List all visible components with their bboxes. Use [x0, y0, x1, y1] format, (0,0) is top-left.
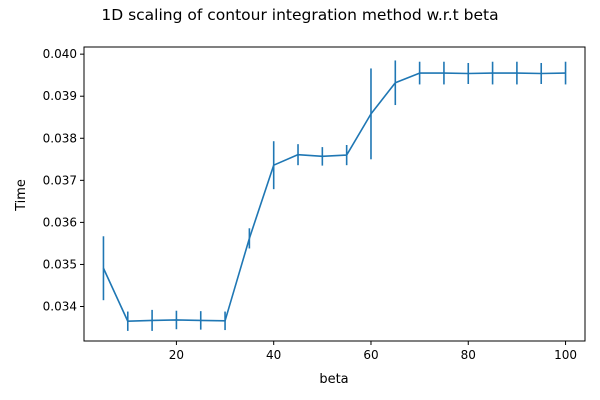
y-tick-label: 0.039	[43, 89, 77, 103]
y-tick-label: 0.038	[43, 131, 77, 145]
plot-frame	[83, 46, 586, 342]
y-tick-label: 0.040	[43, 47, 77, 61]
chart-title: 1D scaling of contour integration method…	[101, 6, 499, 24]
y-tick-label: 0.035	[43, 257, 77, 271]
x-tick-label: 80	[461, 348, 476, 362]
x-tick-label: 40	[266, 348, 281, 362]
y-tick-label: 0.034	[43, 300, 77, 314]
y-tick-label: 0.037	[43, 173, 77, 187]
x-tick-label: 20	[169, 348, 184, 362]
x-axis-label: beta	[319, 372, 348, 387]
x-tick-label: 60	[363, 348, 378, 362]
y-axis-label: Time	[14, 179, 29, 212]
y-tick-label: 0.036	[43, 215, 77, 229]
series-line	[102, 72, 566, 323]
x-tick-label: 100	[554, 348, 577, 362]
